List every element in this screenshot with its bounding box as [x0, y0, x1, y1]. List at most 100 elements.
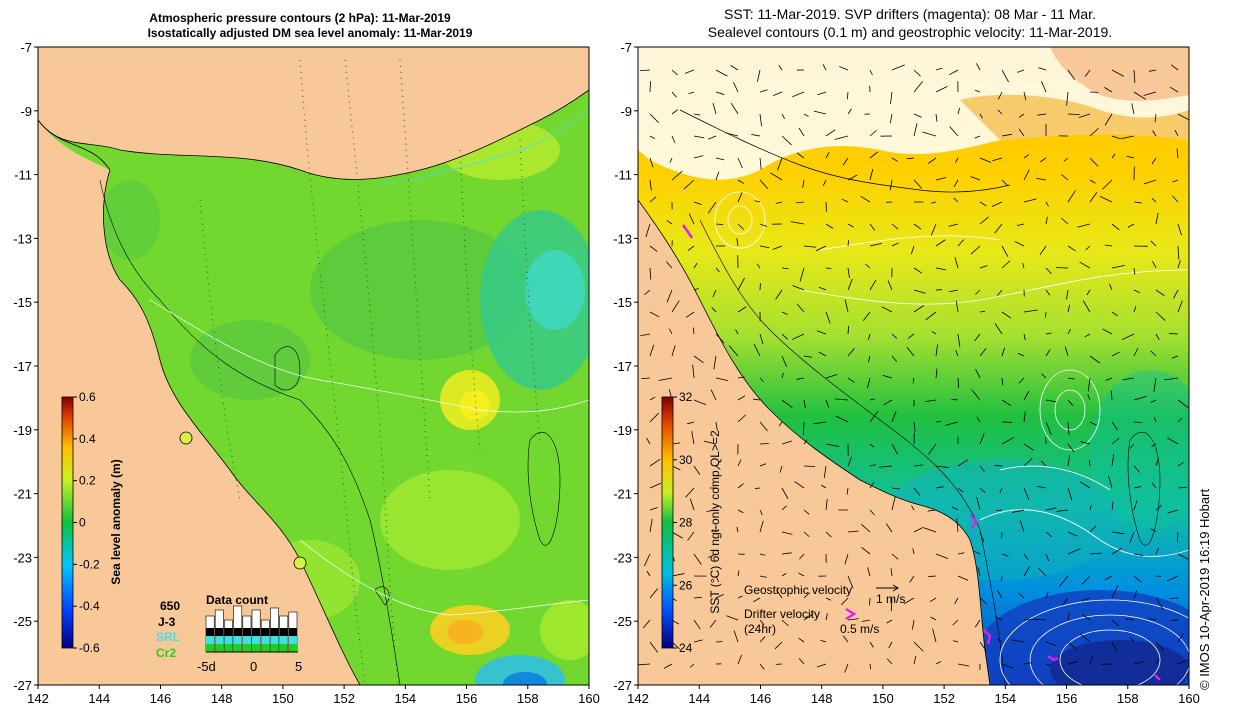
velocity-arrow: [759, 663, 765, 670]
data-count-bar-srl: [288, 636, 297, 644]
velocity-arrow: [1045, 553, 1050, 562]
y-tick-label: -11: [614, 168, 632, 183]
velocity-arrow: [737, 595, 743, 599]
velocity-arrow: [781, 113, 785, 119]
velocity-arrow: [1127, 223, 1135, 228]
velocity-arrow: [925, 311, 937, 321]
x-tick-label: 144: [688, 691, 710, 706]
velocity-arrow: [1078, 113, 1091, 118]
velocity-arrow: [1041, 373, 1047, 379]
velocity-arrow: [1045, 531, 1053, 538]
velocity-arrow: [725, 132, 739, 137]
velocity-arrow: [1154, 113, 1157, 123]
velocity-arrow: [649, 344, 655, 357]
velocity-arrow: [935, 486, 944, 489]
data-count-tick-zero: 0: [250, 659, 257, 674]
velocity-arrow: [976, 63, 981, 71]
velocity-arrow: [1045, 311, 1047, 318]
velocity-arrow: [715, 267, 720, 273]
velocity-arrow: [913, 179, 922, 189]
velocity-arrow: [1089, 355, 1100, 364]
data-count-title: Data count: [206, 593, 268, 607]
velocity-arrow: [1001, 377, 1004, 386]
velocity-arrow: [997, 91, 1003, 100]
velocity-arrow: [1023, 443, 1035, 451]
velocity-arrow: [781, 552, 792, 555]
velocity-arrow: [1177, 633, 1184, 643]
velocity-arrow: [847, 456, 853, 467]
velocity-arrow: [759, 421, 768, 432]
velocity-arrow: [779, 465, 783, 473]
data-count-bar-srl: [233, 636, 242, 644]
velocity-arrow: [649, 588, 659, 599]
data-count-bar-cr2: [288, 644, 297, 652]
velocity-arrow: [1001, 69, 1010, 83]
y-tick-label: -13: [613, 231, 632, 246]
x-tick-label: 156: [1056, 691, 1078, 706]
velocity-arrow: [728, 345, 739, 357]
velocity-arrow: [1023, 390, 1030, 401]
velocity-arrow: [935, 177, 947, 181]
velocity-arrow: [931, 330, 937, 335]
velocity-arrow: [1089, 552, 1102, 555]
velocity-arrow: [927, 509, 937, 512]
velocity-arrow: [1122, 377, 1135, 381]
velocity-arrow: [1067, 328, 1071, 335]
velocity-arrow: [1173, 289, 1179, 299]
velocity-arrow: [970, 245, 981, 255]
velocity-arrow: [979, 348, 987, 357]
velocity-arrow: [1104, 87, 1113, 93]
velocity-arrow: [1011, 639, 1025, 643]
velocity-arrow: [979, 113, 983, 119]
australia-land: [38, 47, 360, 685]
velocity-arrow: [644, 289, 651, 295]
velocity-arrow: [759, 520, 764, 533]
velocity-arrow: [1177, 245, 1180, 260]
velocity-arrow: [1153, 416, 1157, 423]
velocity-arrow: [1017, 352, 1025, 357]
velocity-arrow: [823, 465, 827, 479]
velocity-arrow: [1155, 641, 1164, 651]
velocity-arrow: [790, 221, 805, 225]
velocity-arrow: [1177, 399, 1189, 409]
velocity-arrow: [825, 373, 838, 379]
velocity-arrow: [935, 267, 946, 271]
velocity-arrow: [1067, 455, 1070, 467]
velocity-arrow: [1017, 69, 1025, 73]
velocity-arrow: [1176, 148, 1179, 159]
velocity-arrow: [1104, 244, 1113, 247]
velocity-arrow: [1111, 311, 1118, 317]
velocity-arrow: [1045, 267, 1052, 275]
velocity-arrow: [692, 364, 695, 379]
velocity-arrow: [1166, 575, 1179, 582]
velocity-arrow: [1151, 482, 1157, 489]
velocity-arrow: [665, 261, 673, 269]
velocity-arrow: [1133, 267, 1136, 275]
velocity-arrow: [1077, 223, 1091, 228]
velocity-arrow: [737, 459, 742, 467]
velocity-arrow: [954, 597, 959, 605]
velocity-arrow: [759, 89, 768, 93]
velocity-arrow: [869, 464, 876, 467]
velocity-arrow: [957, 333, 961, 348]
velocity-arrow: [890, 568, 893, 577]
velocity-arrow: [1171, 355, 1179, 359]
velocity-arrow: [1143, 179, 1157, 185]
velocity-arrow: [866, 377, 871, 389]
velocity-arrow: [891, 64, 905, 71]
velocity-arrow: [671, 300, 680, 313]
velocity-arrow: [649, 458, 661, 467]
velocity-legend: Geostrophic velocity 1 m/s Drifter veloc…: [744, 583, 905, 636]
velocity-arrow: [949, 126, 959, 137]
velocity-arrow: [693, 465, 701, 475]
velocity-arrow: [645, 223, 651, 238]
velocity-arrow: [1001, 553, 1009, 557]
velocity-arrow: [1150, 399, 1157, 403]
velocity-arrow: [759, 509, 763, 516]
velocity-arrow: [913, 81, 923, 93]
velocity-arrow: [781, 372, 784, 379]
velocity-arrow: [708, 553, 717, 558]
velocity-arrow: [798, 637, 805, 643]
sla-colorbar: 0.6 0.4 0.2 0 -0.2 -0.4 -0.6 Sea level anomaly…: [61, 390, 123, 655]
velocity-arrow: [867, 333, 871, 340]
